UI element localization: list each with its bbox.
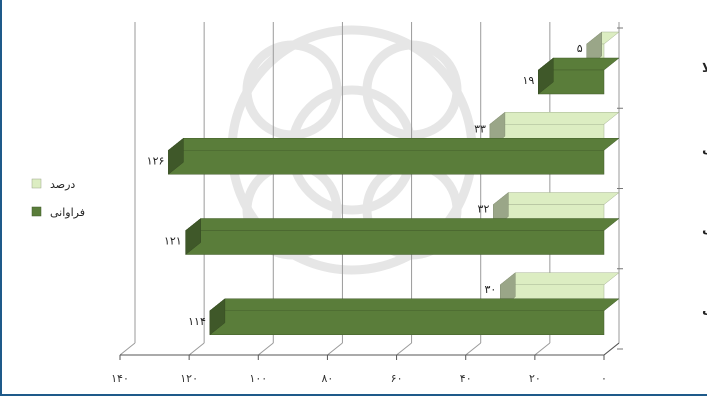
category-labels: ۶۰سال به بالا ۴۵تا۶۰سال ۳۰تا۴۵سال ۱۸تا۳۰سال	[702, 61, 707, 317]
x-tick-label: ۰	[601, 372, 607, 385]
data-label: ۱۲۶	[147, 154, 165, 167]
x-tick-label: ۱۰۰	[249, 372, 267, 385]
category-label: ۱۸تا۳۰سال	[702, 302, 707, 317]
floor-edge	[603, 342, 620, 356]
bar-end-face	[168, 137, 184, 175]
floor-line	[257, 342, 274, 356]
bar-front-face	[185, 230, 605, 255]
bar-frequency	[167, 137, 620, 175]
bar-frequency	[184, 217, 620, 256]
category-label: ۳۰تا۴۵سال	[702, 222, 707, 237]
bar-top-face	[499, 272, 620, 285]
bar-top-face	[209, 298, 620, 311]
bar-front-face	[168, 150, 605, 175]
x-axis: ۰ ۲۰ ۴۰ ۶۰ ۸۰ ۱۰۰ ۱۲۰ ۱۴۰	[111, 27, 623, 385]
floor-line	[465, 342, 482, 356]
data-label: ۵	[577, 42, 583, 55]
x-tick-label: ۱۴۰	[111, 372, 129, 385]
legend-label: فراوانی	[50, 206, 85, 219]
floor-line	[119, 342, 136, 356]
floor-line	[534, 342, 551, 356]
bar-frequency	[209, 298, 620, 336]
x-tick-label: ۶۰	[391, 372, 403, 385]
data-label: ۳۰	[484, 283, 496, 296]
data-label: ۳۲	[478, 203, 490, 216]
x-tick-label: ۴۰	[460, 372, 472, 385]
bar-top-face	[167, 138, 620, 151]
bar-frequency	[537, 57, 620, 95]
category-label: ۶۰سال به بالا	[702, 61, 707, 76]
floor-line	[188, 342, 205, 356]
bar-top-face	[184, 218, 620, 231]
data-label: ۳۳	[474, 122, 486, 135]
legend-swatch	[31, 178, 42, 189]
x-tick-label: ۸۰	[322, 372, 334, 385]
x-tick-label: ۱۲۰	[180, 372, 198, 385]
data-label: ۱۲۱	[164, 235, 182, 248]
bar-top-face	[489, 112, 620, 125]
legend-label: درصد	[50, 178, 75, 191]
data-label: ۱۱۴	[188, 315, 206, 328]
bar-top-face	[492, 192, 620, 205]
floor-line	[396, 342, 412, 356]
bar-end-face	[538, 57, 554, 95]
legend-swatch	[31, 206, 42, 217]
bar-front-face	[209, 310, 605, 335]
bar-end-face	[185, 217, 201, 256]
legend: درصد فراوانی	[31, 178, 85, 219]
data-label: ۱۹	[522, 74, 534, 87]
bars	[167, 31, 620, 336]
bar-end-face	[209, 298, 226, 336]
data-labels: ۵ ۱۹ ۳۳ ۱۲۶ ۳۲ ۱۲۱ ۳۰ ۱۱۴	[147, 42, 583, 328]
floor-line	[327, 342, 343, 356]
x-tick-label: ۲۰	[529, 372, 541, 385]
category-label: ۴۵تا۶۰سال	[702, 141, 707, 156]
